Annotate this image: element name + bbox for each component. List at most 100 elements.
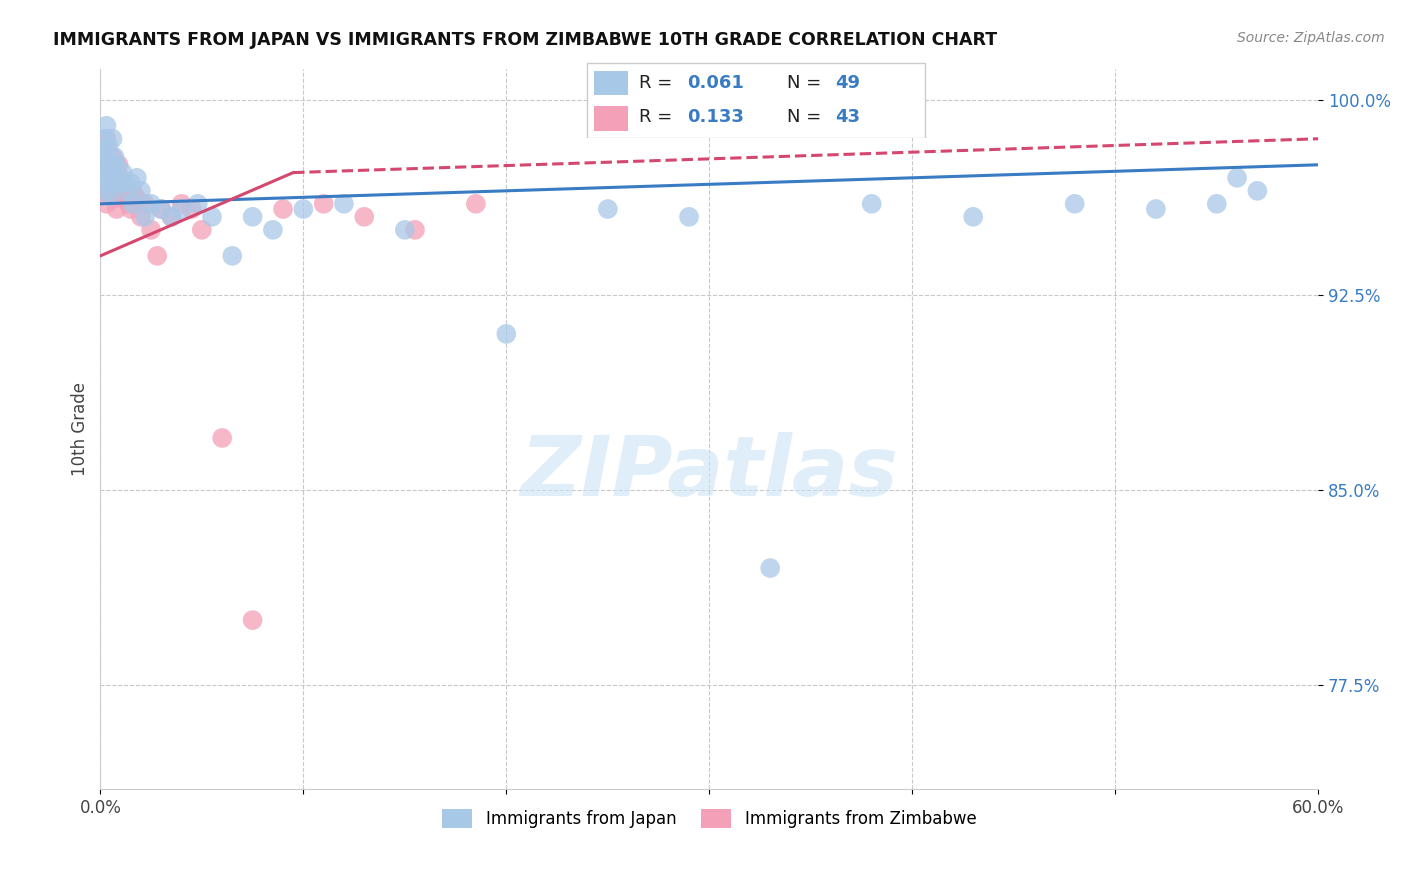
Point (262, 223, 284, 237)
FancyBboxPatch shape (593, 106, 628, 130)
Point (107, 189, 129, 203)
Point (1144, 202, 1167, 216)
Point (96, 158, 118, 172)
Point (1063, 196, 1085, 211)
Text: 43: 43 (835, 108, 860, 126)
Point (150, 202, 173, 216)
Point (103, 150, 125, 164)
Point (120, 176, 142, 190)
Point (101, 165, 124, 179)
Point (170, 202, 193, 216)
Point (134, 196, 156, 211)
Point (121, 196, 143, 211)
Point (292, 202, 315, 216)
Point (97, 139, 120, 153)
Point (191, 223, 214, 237)
Point (105, 165, 128, 179)
Point (96, 150, 118, 164)
Point (150, 202, 173, 216)
Point (115, 184, 138, 198)
Point (134, 210, 156, 224)
Point (103, 192, 125, 206)
FancyBboxPatch shape (586, 63, 925, 137)
Point (93, 170, 115, 185)
Point (96, 196, 118, 211)
Legend: Immigrants from Japan, Immigrants from Zimbabwe: Immigrants from Japan, Immigrants from Z… (436, 803, 983, 835)
Point (242, 210, 264, 224)
Point (146, 249, 169, 263)
Point (120, 202, 142, 216)
Point (93, 145, 115, 159)
Point (105, 158, 128, 172)
Text: N =: N = (787, 74, 827, 92)
Point (96, 119, 118, 133)
Point (187, 196, 209, 211)
Text: R =: R = (638, 74, 678, 92)
Point (129, 184, 152, 198)
Text: N =: N = (787, 108, 827, 126)
Point (91, 158, 114, 172)
Point (96, 132, 118, 146)
Text: 49: 49 (835, 74, 860, 92)
Text: Source: ZipAtlas.com: Source: ZipAtlas.com (1237, 31, 1385, 45)
Point (101, 150, 124, 164)
Point (107, 158, 129, 172)
Point (170, 196, 193, 211)
Point (93, 176, 115, 190)
Point (860, 196, 883, 211)
Point (139, 196, 162, 211)
Point (115, 192, 138, 206)
Point (271, 202, 294, 216)
Point (100, 158, 122, 172)
Point (103, 176, 125, 190)
Point (114, 184, 136, 198)
Point (242, 613, 264, 627)
Point (100, 165, 122, 179)
Point (101, 132, 124, 146)
Point (103, 158, 125, 172)
Point (1226, 170, 1249, 185)
Point (678, 210, 700, 224)
Point (93, 132, 115, 146)
Point (495, 326, 517, 341)
Point (125, 192, 148, 206)
Point (160, 210, 183, 224)
Point (759, 561, 782, 575)
Point (596, 202, 619, 216)
Text: ZIPatlas: ZIPatlas (520, 432, 898, 513)
Point (221, 249, 243, 263)
Point (1246, 184, 1268, 198)
Point (180, 202, 202, 216)
Point (101, 184, 124, 198)
Text: R =: R = (638, 108, 678, 126)
Point (97, 150, 120, 164)
Y-axis label: 10th Grade: 10th Grade (72, 382, 89, 475)
Point (91, 165, 114, 179)
Point (111, 176, 134, 190)
Point (91, 145, 114, 159)
Point (211, 431, 233, 445)
Point (404, 223, 426, 237)
Point (100, 189, 122, 203)
Point (91, 184, 114, 198)
Point (353, 210, 375, 224)
Point (107, 170, 129, 185)
Point (110, 176, 132, 190)
Point (139, 223, 162, 237)
Point (121, 184, 143, 198)
Point (394, 223, 416, 237)
Point (93, 158, 115, 172)
Point (118, 196, 141, 211)
Point (97, 176, 120, 190)
Point (105, 202, 128, 216)
Point (962, 210, 984, 224)
Text: IMMIGRANTS FROM JAPAN VS IMMIGRANTS FROM ZIMBABWE 10TH GRADE CORRELATION CHART: IMMIGRANTS FROM JAPAN VS IMMIGRANTS FROM… (53, 31, 997, 49)
Point (110, 170, 132, 185)
Point (201, 210, 224, 224)
Point (160, 210, 183, 224)
Point (125, 170, 148, 185)
Point (129, 210, 152, 224)
Point (97, 170, 120, 185)
Point (333, 196, 356, 211)
Text: 0.133: 0.133 (688, 108, 744, 126)
